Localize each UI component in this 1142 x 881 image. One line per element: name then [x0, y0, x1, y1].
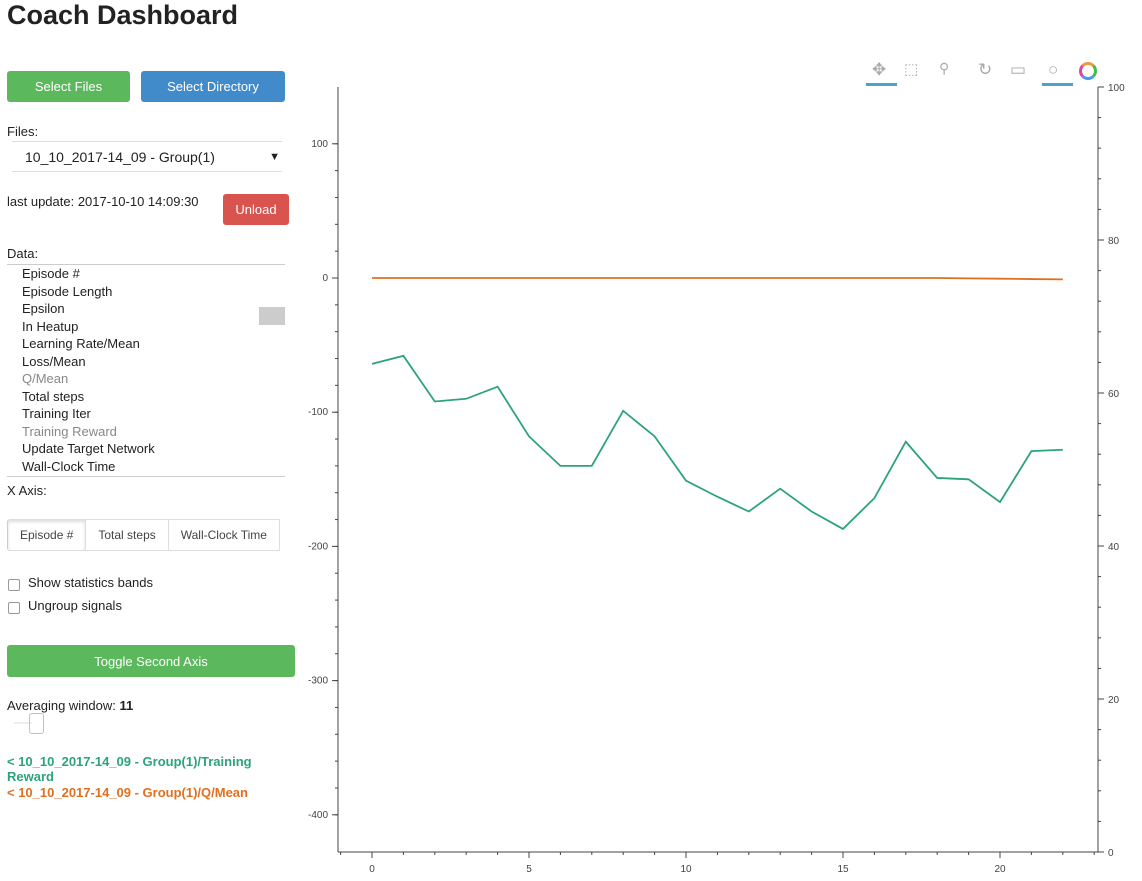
- files-selected: 10_10_2017-14_09 - Group(1): [25, 149, 215, 165]
- series-line-q-mean: [372, 277, 1063, 281]
- x-axis-total-steps[interactable]: Total steps: [86, 519, 169, 551]
- files-label: Files:: [7, 124, 39, 139]
- averaging-value: 11: [119, 698, 134, 713]
- hover-icon[interactable]: ○: [1048, 60, 1059, 79]
- y2-tick-label: 80: [1108, 236, 1120, 247]
- y-tick-label: -100: [308, 407, 328, 418]
- toggle-second-axis-button[interactable]: Toggle Second Axis: [7, 645, 295, 677]
- bokeh-logo-icon: [1079, 62, 1097, 80]
- y2-tick-label: 0: [1108, 848, 1114, 859]
- data-list-item[interactable]: Q/Mean: [22, 371, 69, 386]
- data-list-item[interactable]: Episode Length: [22, 283, 113, 299]
- select-files-button[interactable]: Select Files: [7, 71, 130, 102]
- y2-tick-label: 20: [1108, 695, 1120, 706]
- data-list-item[interactable]: In Heatup: [22, 318, 79, 334]
- ungroup-label: Ungroup signals: [28, 598, 122, 613]
- data-list-item[interactable]: Update Target Network: [22, 441, 155, 456]
- series-line-training-reward: [371, 354, 1063, 531]
- y-tick-label: -200: [308, 541, 328, 552]
- last-update: last update: 2017-10-10 14:09:30: [7, 194, 199, 209]
- x-axis-label: X Axis:: [7, 483, 47, 498]
- x-axis-wall-clock[interactable]: Wall-Clock Time: [168, 519, 280, 551]
- box-zoom-icon[interactable]: ⬚: [904, 61, 919, 78]
- x-axis-episode[interactable]: Episode #: [7, 519, 87, 551]
- y2-tick-label: 40: [1108, 542, 1120, 553]
- data-list-item[interactable]: Training Iter: [22, 406, 91, 421]
- legend-q-mean[interactable]: < 10_10_2017-14_09 - Group(1)/Q/Mean: [7, 785, 248, 800]
- y2-tick-label: 60: [1108, 389, 1120, 400]
- data-list-item[interactable]: Episode #: [22, 266, 80, 281]
- pan-active-indicator: [866, 83, 897, 86]
- averaging-label: Averaging window:: [7, 698, 116, 713]
- y-tick-label: -400: [308, 810, 328, 821]
- x-axis-toggle: Episode # Total steps Wall-Clock Time: [7, 519, 280, 551]
- data-list-item[interactable]: Training Reward: [22, 423, 117, 439]
- x-tick-label: 10: [680, 864, 692, 875]
- ungroup-checkbox[interactable]: [8, 602, 20, 614]
- data-list-item[interactable]: Wall-Clock Time: [22, 458, 116, 474]
- data-list-item[interactable]: Loss/Mean: [22, 353, 86, 369]
- x-tick-label: 5: [526, 864, 532, 875]
- stats-bands-checkbox[interactable]: [8, 579, 20, 591]
- data-list[interactable]: Episode # Episode Length Epsilon In Heatup L…: [7, 264, 285, 477]
- y-tick-label: 100: [311, 139, 328, 150]
- averaging-slider-track[interactable]: [14, 722, 32, 724]
- files-select[interactable]: 10_10_2017-14_09 - Group(1) ▼: [12, 141, 282, 172]
- page-title: Coach Dashboard: [7, 0, 239, 30]
- reset-icon[interactable]: ↻: [978, 60, 993, 79]
- hover-active-indicator: [1042, 83, 1073, 86]
- data-list-item[interactable]: Epsilon: [22, 301, 65, 316]
- chevron-down-icon: ▼: [269, 151, 280, 163]
- y2-tick-label: 100: [1108, 83, 1125, 94]
- data-list-item[interactable]: Learning Rate/Mean: [22, 336, 140, 351]
- x-tick-label: 20: [994, 864, 1006, 875]
- x-tick-label: 0: [369, 864, 375, 875]
- pan-icon[interactable]: ✥: [872, 60, 887, 79]
- wheel-zoom-icon[interactable]: ⚲: [939, 60, 950, 76]
- y-tick-label: -300: [308, 676, 328, 687]
- unload-button[interactable]: Unload: [223, 194, 289, 225]
- data-list-item[interactable]: Total steps: [22, 388, 85, 404]
- scrollbar[interactable]: [259, 307, 285, 325]
- x-tick-label: 15: [837, 864, 849, 875]
- averaging-slider-handle[interactable]: [29, 713, 44, 734]
- select-directory-button[interactable]: Select Directory: [141, 71, 285, 102]
- stats-bands-label: Show statistics bands: [28, 575, 154, 590]
- save-icon[interactable]: ▭: [1010, 60, 1027, 79]
- data-label: Data:: [7, 246, 39, 261]
- legend-training-reward[interactable]: < 10_10_2017-14_09 - Group(1)/Training R…: [7, 754, 252, 784]
- y-tick-label: 0: [322, 273, 328, 284]
